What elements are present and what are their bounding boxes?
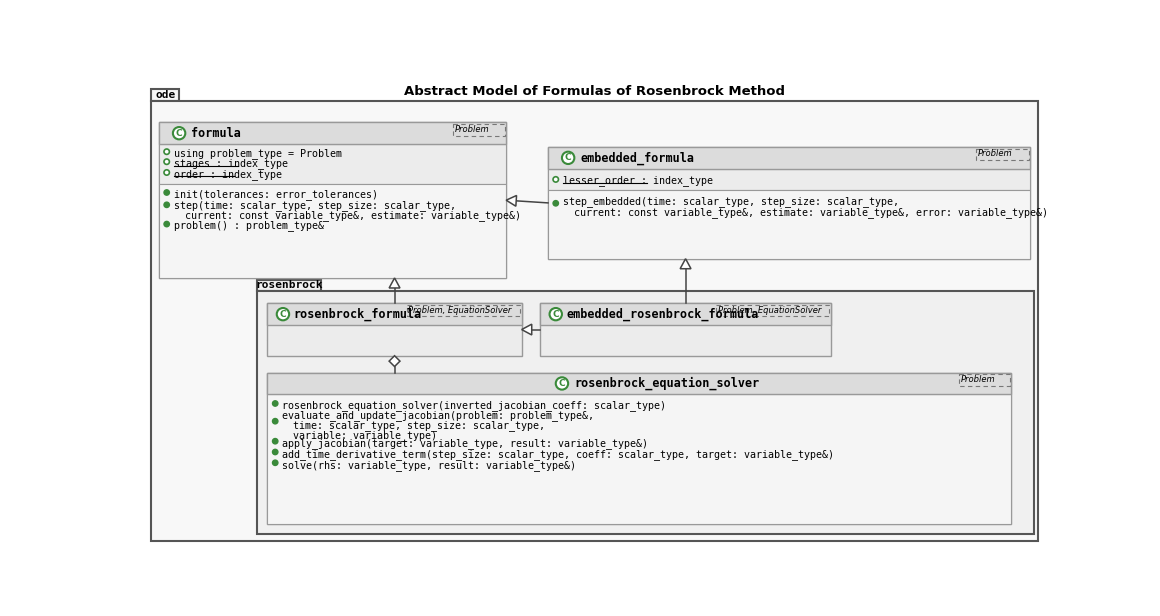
Bar [151, 89, 179, 101]
Circle shape [277, 308, 289, 320]
Text: init(tolerances: error_tolerances): init(tolerances: error_tolerances) [174, 188, 378, 200]
Text: C: C [559, 379, 565, 388]
Circle shape [273, 401, 278, 406]
Bar [548, 169, 1030, 190]
Bar [548, 190, 1030, 259]
Bar [159, 184, 506, 278]
Polygon shape [389, 278, 400, 288]
Circle shape [553, 201, 558, 206]
Text: apply_jacobian(target: variable_type, result: variable_type&): apply_jacobian(target: variable_type, re… [282, 438, 648, 449]
Circle shape [273, 449, 278, 455]
Bar [716, 305, 829, 317]
Bar [258, 280, 321, 291]
Circle shape [550, 308, 561, 320]
Bar [454, 124, 505, 136]
Polygon shape [680, 259, 691, 269]
Text: step_embedded(time: scalar_type, step_size: scalar_type,: step_embedded(time: scalar_type, step_si… [563, 197, 899, 207]
Circle shape [273, 460, 278, 466]
Text: Problem: Problem [978, 149, 1012, 158]
Bar [268, 303, 522, 356]
Circle shape [164, 190, 169, 195]
Bar [268, 373, 1012, 394]
Text: rosenbrock_formula: rosenbrock_formula [293, 307, 422, 321]
Text: variable: variable_type): variable: variable_type) [293, 430, 437, 440]
Circle shape [164, 170, 169, 175]
Text: solve(rhs: variable_type, result: variable_type&): solve(rhs: variable_type, result: variab… [282, 460, 577, 471]
Text: C: C [565, 153, 572, 163]
Text: rosenbrock: rosenbrock [255, 280, 322, 290]
Text: rosenbrock_equation_solver(inverted_jacobian_coeff: scalar_type): rosenbrock_equation_solver(inverted_jaco… [282, 400, 666, 411]
Text: lesser_order : index_type: lesser_order : index_type [563, 176, 712, 187]
Bar [541, 303, 831, 356]
Text: step(time: scalar_type, step_size: scalar_type,: step(time: scalar_type, step_size: scala… [174, 200, 456, 211]
Bar [976, 148, 1029, 160]
Bar [268, 394, 1012, 524]
Circle shape [164, 202, 169, 208]
Polygon shape [522, 324, 531, 335]
Text: Problem, EquationSolver: Problem, EquationSolver [408, 306, 512, 315]
Circle shape [164, 159, 169, 164]
Circle shape [273, 418, 278, 424]
Text: embedded_formula: embedded_formula [580, 151, 695, 164]
Bar [541, 303, 831, 325]
Text: C: C [176, 129, 182, 138]
Text: Abstract Model of Formulas of Rosenbrock Method: Abstract Model of Formulas of Rosenbrock… [404, 84, 785, 98]
Text: order : index_type: order : index_type [174, 169, 282, 179]
Text: Problem: Problem [960, 375, 995, 384]
Text: C: C [280, 310, 287, 318]
Bar [258, 291, 1034, 533]
Text: add_time_derivative_term(step_size: scalar_type, coeff: scalar_type, target: var: add_time_derivative_term(step_size: scal… [282, 449, 834, 460]
Text: using problem_type = Problem: using problem_type = Problem [174, 148, 342, 159]
Text: problem() : problem_type&: problem() : problem_type& [174, 220, 324, 231]
Text: embedded_rosenbrock_formula: embedded_rosenbrock_formula [566, 307, 759, 321]
Bar [268, 303, 522, 325]
Bar [959, 375, 1010, 386]
Circle shape [553, 177, 558, 182]
Text: rosenbrock_equation_solver: rosenbrock_equation_solver [574, 377, 760, 390]
Circle shape [173, 127, 186, 139]
Circle shape [556, 377, 568, 390]
Text: C: C [552, 310, 559, 318]
Bar [159, 144, 506, 184]
Circle shape [164, 149, 169, 155]
Polygon shape [506, 195, 516, 206]
Text: evaluate_and_update_jacobian(problem: problem_type&,: evaluate_and_update_jacobian(problem: pr… [282, 410, 594, 421]
Text: current: const variable_type&, estimate: variable_type&, error: variable_type&): current: const variable_type&, estimate:… [573, 207, 1047, 218]
Text: current: const variable_type&, estimate: variable_type&): current: const variable_type&, estimate:… [184, 210, 521, 221]
Circle shape [273, 439, 278, 444]
Bar [268, 373, 1012, 524]
Circle shape [561, 152, 574, 164]
Text: stages : index_type: stages : index_type [174, 158, 288, 169]
Circle shape [164, 221, 169, 227]
Bar [159, 123, 506, 144]
Bar [159, 123, 506, 278]
Text: ode: ode [155, 90, 175, 100]
Bar [548, 147, 1030, 169]
Bar [548, 147, 1030, 259]
Text: time: scalar_type, step_size: scalar_type,: time: scalar_type, step_size: scalar_typ… [293, 419, 545, 431]
Polygon shape [389, 356, 400, 367]
Text: formula: formula [191, 127, 241, 140]
Bar [407, 305, 520, 317]
Text: Problem: Problem [455, 124, 490, 134]
Text: Problem, EquationSolver: Problem, EquationSolver [718, 306, 821, 315]
